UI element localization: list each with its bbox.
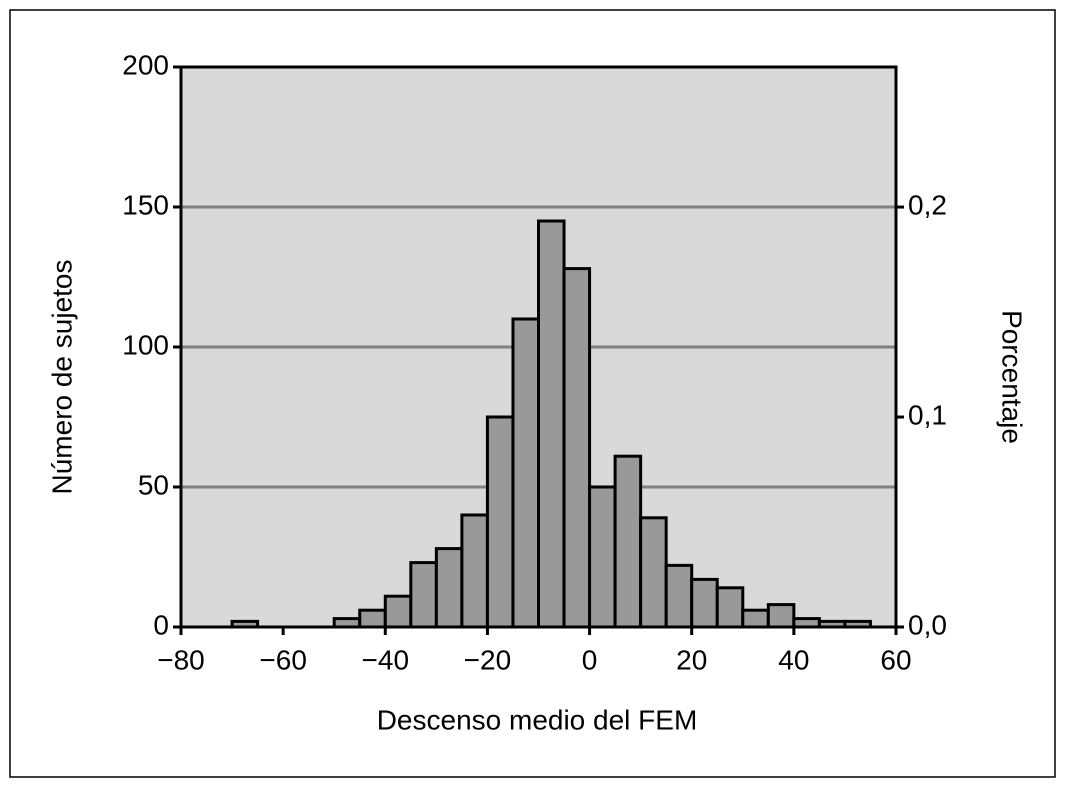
x-tick-label: 20	[676, 644, 707, 675]
y2-tick-label: 0,2	[908, 189, 947, 220]
bar	[664, 563, 694, 629]
bar	[485, 415, 515, 629]
bar	[715, 586, 745, 629]
y-tick-label: 100	[122, 329, 169, 360]
x-tick-label: −40	[362, 644, 410, 675]
y2-axis-label: Porcentaje	[997, 310, 1028, 444]
bar	[358, 608, 387, 629]
plot-border	[179, 65, 898, 629]
bar	[588, 485, 617, 629]
y-tick-label: 0	[153, 609, 169, 640]
x-axis-label: Descenso medio del FEM	[377, 704, 698, 735]
bar	[690, 577, 719, 629]
bar	[511, 317, 541, 629]
bar	[434, 547, 464, 629]
bar	[409, 561, 438, 629]
x-tick-label: −20	[464, 644, 512, 675]
x-tick-label: −80	[157, 644, 205, 675]
bar	[741, 608, 770, 629]
bar	[562, 267, 592, 629]
x-tick-label: 40	[778, 644, 809, 675]
bar	[766, 603, 796, 629]
y-tick-label: 150	[122, 189, 169, 220]
bar	[460, 513, 489, 629]
bar	[613, 454, 643, 629]
y-tick-label: 200	[122, 49, 169, 80]
y2-tick-label: 0,1	[908, 399, 947, 430]
bar	[383, 594, 413, 629]
bar	[639, 516, 668, 629]
x-tick-label: 0	[582, 644, 598, 675]
y2-tick-label: 0,0	[908, 609, 947, 640]
y-tick-label: 50	[138, 469, 169, 500]
bar	[537, 219, 566, 629]
y-axis-label: Número de sujetos	[46, 259, 77, 494]
x-tick-label: −60	[259, 644, 307, 675]
x-tick-label: 60	[880, 644, 911, 675]
